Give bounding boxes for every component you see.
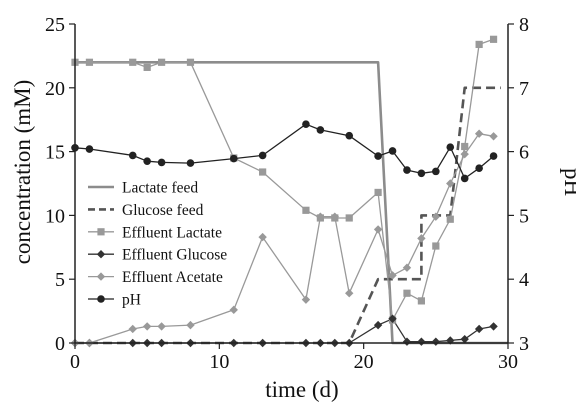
ph-line	[74, 123, 495, 180]
effluent-acetate-point	[345, 289, 354, 298]
effluent-lactate-point	[489, 35, 498, 43]
effluent-acetate-point	[417, 234, 426, 243]
ph-point	[432, 167, 440, 176]
effluent-glucose-point	[402, 337, 412, 346]
effluent-acetate-point	[446, 179, 455, 188]
y2-tick-label: 5	[519, 205, 529, 227]
ph-point	[258, 151, 267, 160]
ph-point	[157, 158, 166, 167]
y2-tick-label: 6	[519, 142, 529, 164]
legend-swatch-marker	[96, 272, 106, 281]
x-axis-label: time (d)	[265, 377, 338, 402]
effluent-acetate-point	[474, 129, 484, 138]
x-tick-label: 10	[209, 351, 229, 373]
legend-label: Glucose feed	[122, 202, 204, 219]
effluent-acetate-point	[460, 149, 469, 159]
effluent-lactate-point	[461, 142, 469, 151]
legend-label: Effluent Acetate	[122, 269, 223, 286]
legend-label: Effluent Glucose	[122, 247, 227, 264]
y2-axis-label: pH	[560, 168, 576, 196]
effluent-lactate-point	[129, 58, 137, 66]
ph-point	[446, 143, 455, 151]
axes	[69, 23, 514, 349]
y-tick-label: 10	[45, 205, 65, 227]
y-tick-label: 5	[55, 269, 65, 291]
ph-point	[316, 126, 325, 134]
effluent-glucose-point	[460, 334, 469, 344]
effluent-lactate-point	[432, 242, 440, 250]
legend-label: Lactate feed	[122, 180, 198, 197]
effluent-glucose-point	[388, 314, 397, 323]
ph-point	[374, 152, 382, 160]
x-tick-label: 0	[70, 351, 80, 373]
ph-point	[388, 147, 397, 155]
effluent-glucose-point	[431, 337, 441, 346]
y-axis-label: concentration (mM)	[10, 80, 35, 265]
effluent-acetate-point	[330, 212, 339, 221]
ph-point	[143, 157, 151, 165]
effluent-glucose-point	[489, 322, 498, 331]
effluent-acetate-point	[431, 212, 441, 221]
ph-point	[345, 131, 354, 140]
effluent-glucose-point	[373, 320, 383, 330]
effluent-lactate-point	[143, 63, 151, 71]
effluent-acetate-point	[258, 232, 267, 242]
effluent-glucose-line	[75, 318, 494, 344]
legend-swatch-marker	[97, 295, 105, 303]
ph-point	[460, 174, 469, 183]
y2-tick-label: 7	[519, 78, 529, 100]
ph-point	[403, 166, 411, 174]
effluent-lactate-point	[475, 40, 483, 49]
ph-point	[302, 120, 310, 128]
ph-point	[229, 154, 238, 163]
effluent-acetate-point	[157, 322, 166, 331]
ph-point	[489, 152, 498, 160]
effluent-lactate-point	[345, 214, 353, 222]
effluent-acetate-point	[489, 132, 498, 141]
ph-point	[128, 151, 137, 160]
effluent-acetate-point	[388, 271, 397, 280]
legend-swatch-marker	[97, 228, 105, 236]
effluent-lactate-point	[417, 297, 425, 305]
ph-point	[85, 145, 94, 153]
effluent-acetate-point	[301, 295, 311, 304]
effluent-lactate-point	[85, 58, 94, 66]
effluent-glucose-point	[474, 324, 484, 334]
ph-point	[186, 159, 195, 167]
legend-swatch-marker	[96, 250, 106, 259]
effluent-lactate-point	[403, 289, 411, 297]
glucose-feed-line	[75, 86, 501, 345]
y-tick-label: 15	[45, 142, 65, 164]
y2-tick-label: 4	[519, 269, 529, 291]
effluent-acetate-point	[142, 322, 152, 331]
y2-tick-label: 8	[519, 14, 529, 36]
x-tick-label: 30	[498, 351, 518, 373]
y-tick-label: 20	[45, 78, 65, 100]
x-tick-label: 20	[354, 351, 374, 373]
y2-tick-label: 3	[519, 333, 529, 355]
effluent-acetate-point	[402, 263, 412, 272]
effluent-acetate-point	[186, 320, 195, 330]
effluent-lactate-point	[186, 58, 195, 66]
ph-point	[475, 164, 483, 172]
y-tick-label: 25	[45, 14, 65, 36]
effluent-lactate-point	[374, 188, 382, 197]
effluent-lactate-point	[302, 206, 310, 214]
effluent-lactate-point	[446, 215, 454, 223]
tick-labels: 0 10 20 30 0 5 10 15 20 25 3 4 5 6 7 8	[45, 14, 529, 373]
legend-label: pH	[122, 292, 141, 309]
y-tick-label: 0	[55, 333, 65, 355]
effluent-lactate-point	[259, 168, 267, 176]
effluent-acetate-point	[229, 305, 238, 315]
effluent-acetate-point	[373, 225, 383, 234]
effluent-acetate-point	[128, 324, 137, 334]
legend: Lactate feed Glucose feed Effluent Lactate…	[88, 180, 227, 309]
effluent-acetate-point	[316, 212, 325, 221]
legend-label: Effluent Lactate	[122, 224, 222, 241]
effluent-glucose-point	[417, 337, 426, 346]
effluent-lactate-point	[158, 58, 166, 66]
ph-point	[417, 169, 426, 178]
